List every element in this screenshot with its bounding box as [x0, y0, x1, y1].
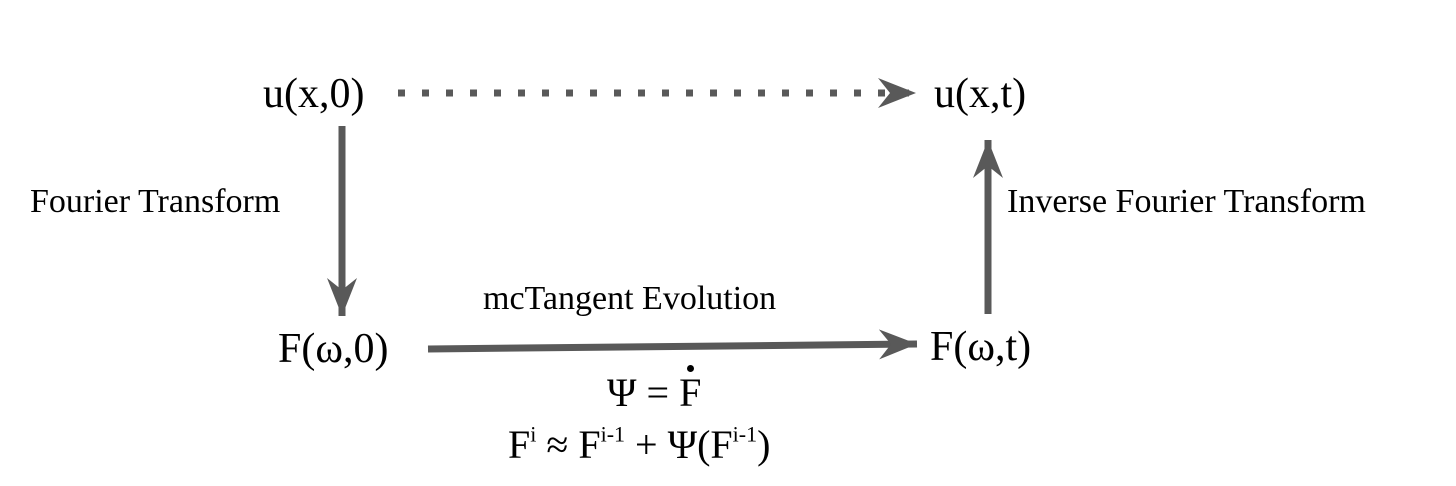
update-close-paren: ) — [757, 422, 771, 467]
psi-lhs: Ψ = — [607, 370, 680, 415]
update-superscript-i: i — [530, 421, 537, 447]
update-f: F — [508, 422, 531, 467]
update-superscript-i-minus-1-inner: i-1 — [732, 421, 758, 447]
label-mctangent-evolution: mcTangent Evolution — [483, 280, 777, 317]
equation-psi-definition: Ψ = F — [607, 365, 702, 415]
update-superscript-i-minus-1: i-1 — [600, 421, 626, 447]
update-approx: ≈ F — [536, 422, 601, 467]
update-plus-psi: + Ψ(F — [625, 422, 733, 467]
node-u-x-t: u(x,t) — [934, 71, 1027, 117]
node-f-omega-0: F(ω,0) — [278, 326, 389, 372]
f-dot-symbol: F — [679, 365, 702, 415]
label-inverse-fourier-transform: Inverse Fourier Transform — [1007, 183, 1366, 220]
node-u-x-0: u(x,0) — [263, 71, 365, 117]
label-fourier-transform: Fourier Transform — [30, 183, 281, 220]
equation-update-rule: Fi ≈ Fi-1 + Ψ(Fi-1) — [508, 421, 771, 467]
arrow-mctangent-evolution — [427, 329, 918, 360]
node-f-omega-t: F(ω,t) — [930, 324, 1032, 370]
